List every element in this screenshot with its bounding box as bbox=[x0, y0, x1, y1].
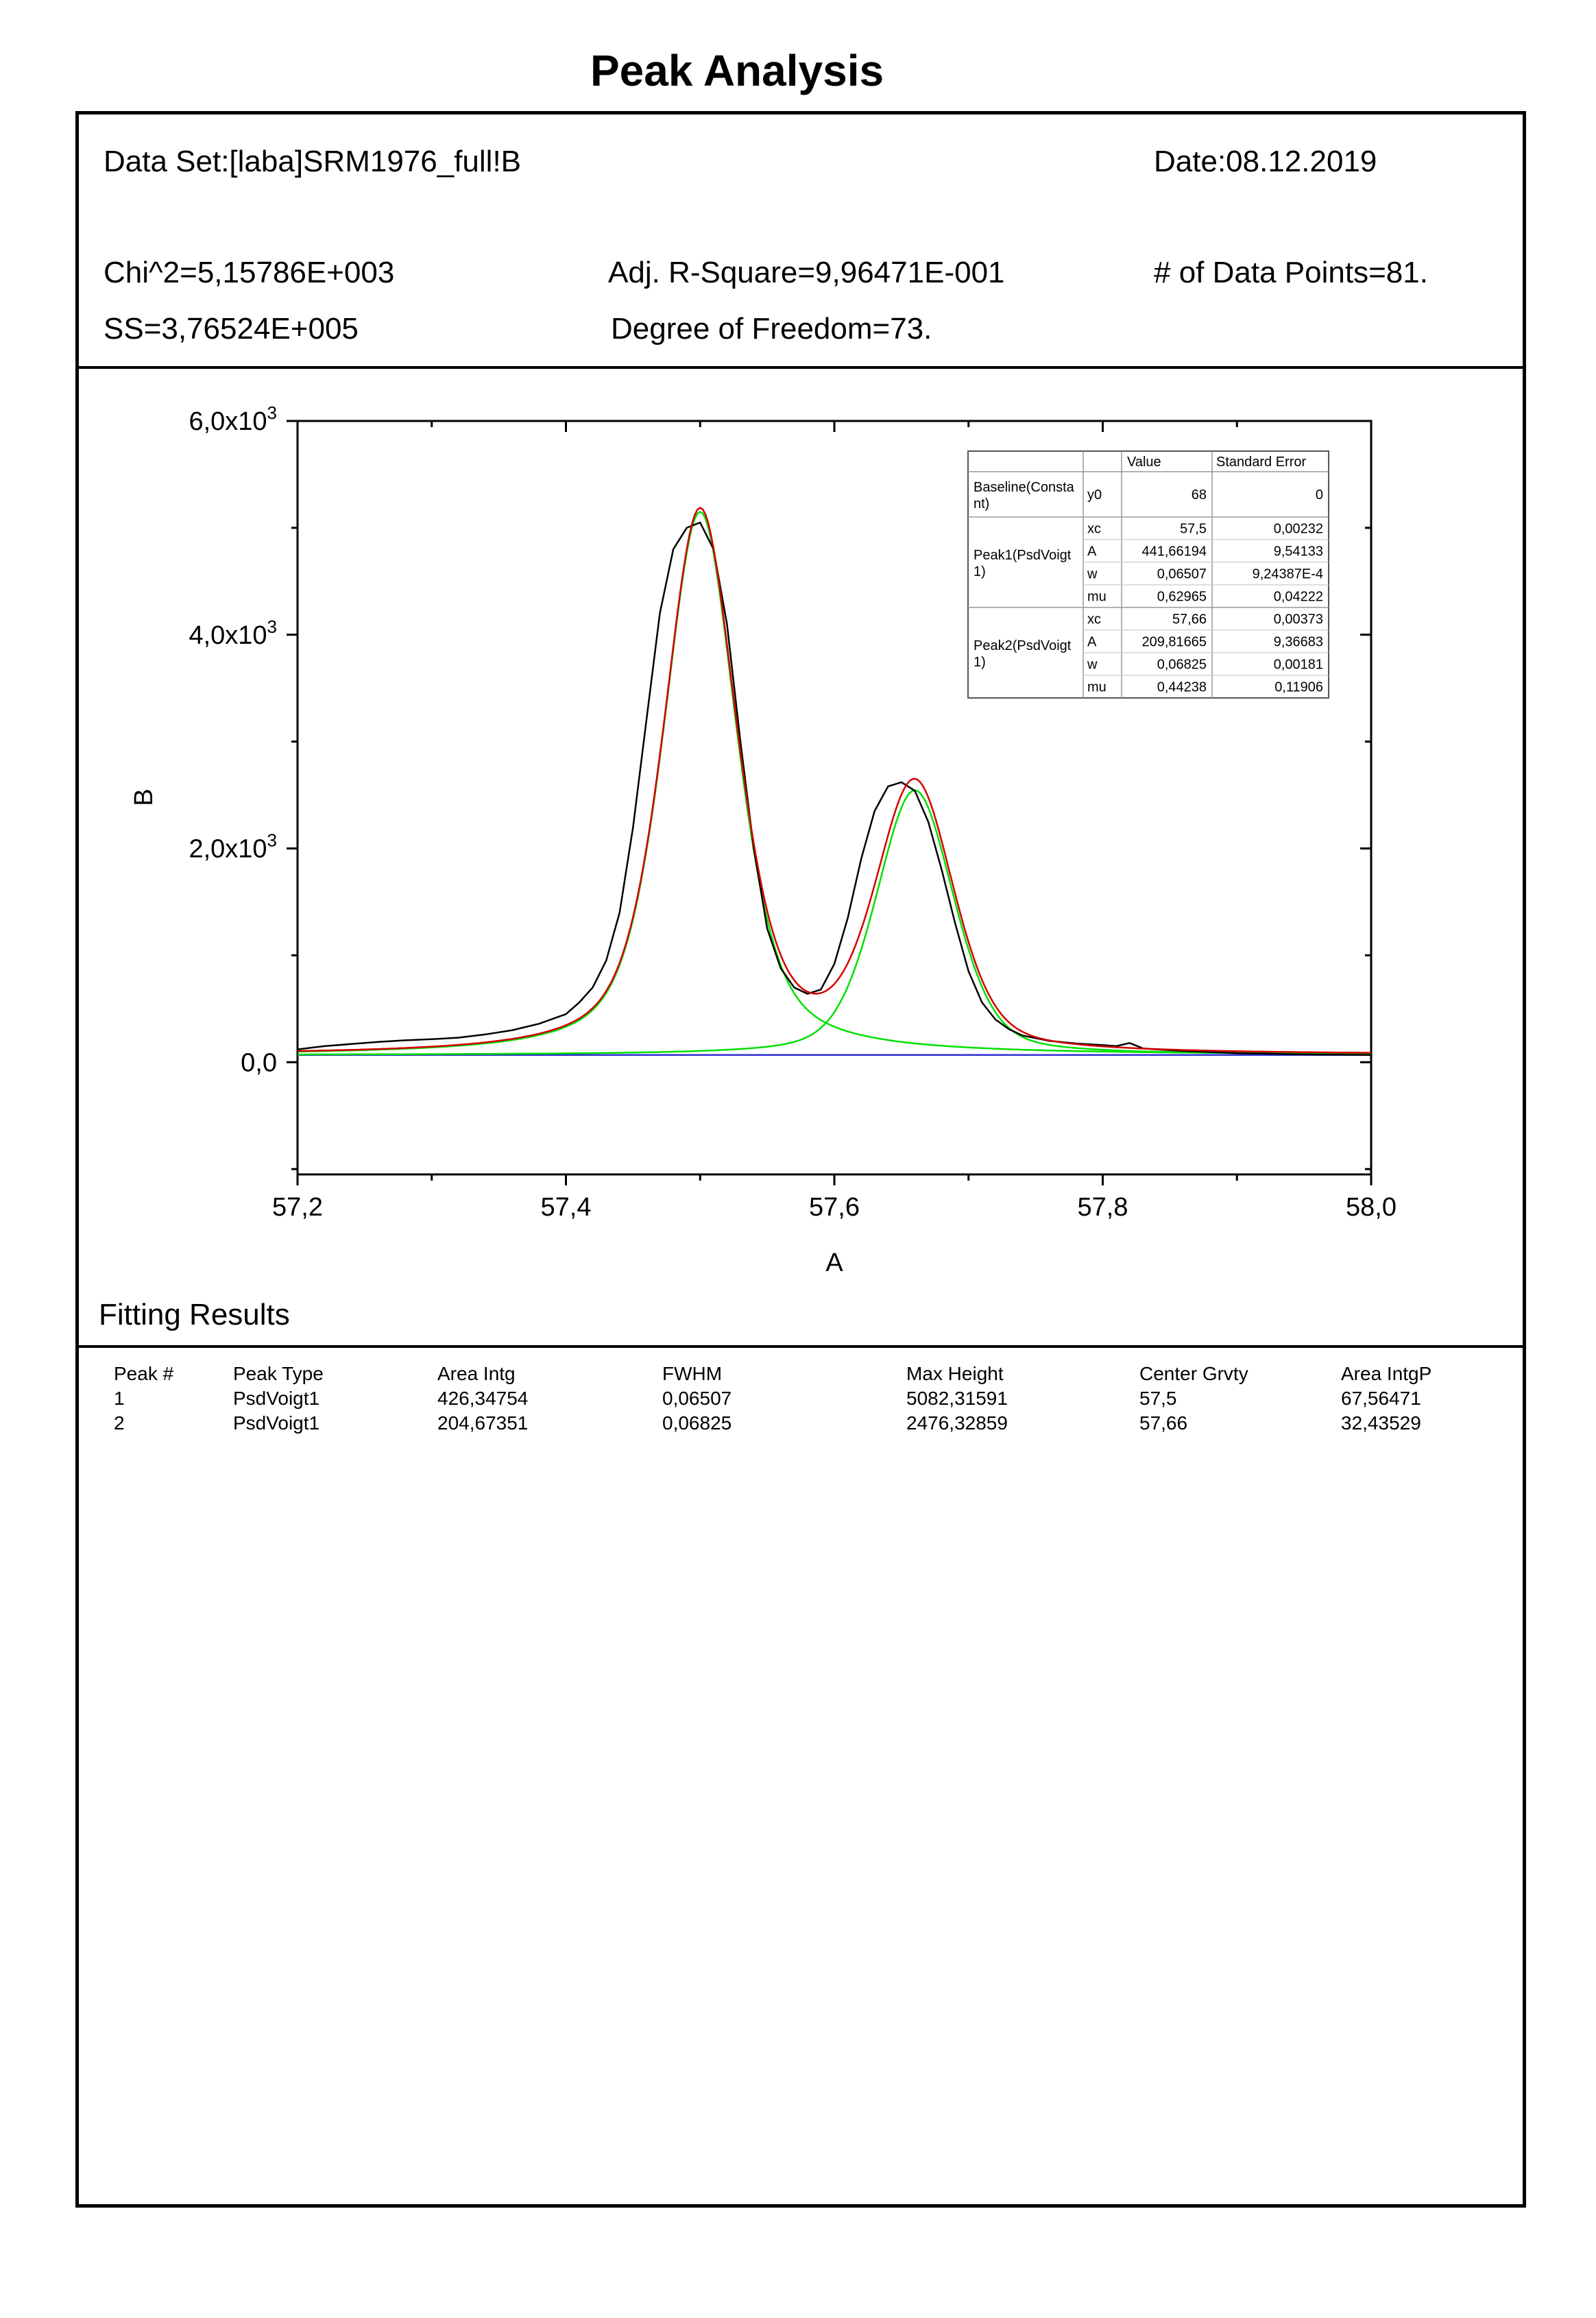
param-table-param-stderr: 0,04222 bbox=[1274, 590, 1323, 605]
param-table-group-name: Peak1(PsdVoigt bbox=[974, 548, 1072, 563]
param-table-border bbox=[967, 450, 1329, 699]
results-column-header: Area IntgP bbox=[1341, 1363, 1432, 1384]
param-table-group-name: 1) bbox=[974, 655, 986, 670]
param-table-group-name: Baseline(Consta bbox=[974, 480, 1075, 495]
param-table-param-name: A bbox=[1087, 635, 1097, 650]
report-frame: Data Set:[laba]SRM1976_full!B Date:08.12… bbox=[75, 111, 1526, 2208]
data-points-label: # of Data Points=81. bbox=[1154, 256, 1428, 289]
tick-labels: 57,2 57,4 57,6 57,8 58,0 0,0 2,0x103 4,0x103 6,0… bbox=[189, 402, 1396, 1222]
param-table-param-value: 0,44238 bbox=[1157, 680, 1207, 695]
results-column-header: FWHM bbox=[662, 1363, 723, 1384]
param-table-header-stderr: Standard Error bbox=[1216, 455, 1307, 470]
param-table-param-stderr: 0,00232 bbox=[1274, 522, 1323, 537]
page-title: Peak Analysis bbox=[590, 46, 884, 95]
param-table-group-name: 1) bbox=[974, 564, 986, 579]
fitting-results-heading: Fitting Results bbox=[99, 1298, 290, 1331]
param-table-header-value: Value bbox=[1127, 455, 1161, 470]
results-cell: 67,56471 bbox=[1341, 1388, 1421, 1409]
results-cell: 0,06825 bbox=[662, 1412, 732, 1434]
x-tick-label: 58,0 bbox=[1346, 1193, 1396, 1222]
cumulative-fit-line bbox=[298, 507, 1371, 1054]
results-cell: 1 bbox=[114, 1388, 125, 1409]
results-cell: 426,34754 bbox=[437, 1388, 529, 1409]
data-set-label: Data Set:[laba]SRM1976_full!B bbox=[104, 145, 522, 178]
date-label: Date:08.12.2019 bbox=[1154, 145, 1377, 178]
param-table-group-name: nt) bbox=[974, 496, 989, 511]
y-tick-label: 2,0x103 bbox=[189, 830, 277, 864]
param-table-group-name: Peak2(PsdVoigt bbox=[974, 638, 1072, 653]
param-table-param-value: 441,66194 bbox=[1141, 544, 1207, 559]
chi-square-label: Chi^2=5,15786E+003 bbox=[104, 256, 395, 289]
param-table-param-value: 0,06507 bbox=[1157, 567, 1207, 582]
results-column-header: Center Grvty bbox=[1139, 1363, 1248, 1384]
param-table-param-stderr: 0,00373 bbox=[1274, 612, 1323, 627]
param-table-param-value: 68 bbox=[1192, 487, 1207, 503]
param-table-param-stderr: 0,00181 bbox=[1274, 657, 1323, 673]
x-tick-label: 57,2 bbox=[272, 1193, 323, 1222]
x-axis-label: A bbox=[825, 1248, 843, 1277]
results-column-header: Max Height bbox=[906, 1363, 1004, 1384]
peak-fit-chart: 57,2 57,4 57,6 57,8 58,0 0,0 2,0x103 4,0x103 6,0… bbox=[130, 402, 1396, 1277]
param-table-param-name: mu bbox=[1087, 590, 1107, 605]
plot-lines bbox=[298, 507, 1371, 1056]
param-table-param-value: 209,81665 bbox=[1141, 635, 1207, 650]
param-table-param-name: y0 bbox=[1087, 487, 1102, 503]
param-table-param-name: w bbox=[1087, 567, 1098, 582]
param-table-param-stderr: 9,24387E-4 bbox=[1253, 567, 1323, 582]
results-cell: 2476,32859 bbox=[906, 1412, 1008, 1434]
param-table-param-name: w bbox=[1087, 657, 1098, 673]
y-axis-label: B bbox=[130, 788, 158, 806]
x-tick-label: 57,4 bbox=[541, 1193, 592, 1222]
results-cell: 57,5 bbox=[1139, 1388, 1177, 1409]
results-cell: 32,43529 bbox=[1341, 1412, 1421, 1434]
results-cell: PsdVoigt1 bbox=[233, 1412, 320, 1434]
results-cell: 5082,31591 bbox=[906, 1388, 1008, 1409]
results-divider bbox=[79, 1345, 1523, 1348]
param-table-param-stderr: 9,36683 bbox=[1274, 635, 1323, 650]
param-table-param-stderr: 0,11906 bbox=[1274, 680, 1323, 695]
param-table-param-value: 0,06825 bbox=[1157, 657, 1207, 673]
ss-label: SS=3,76524E+005 bbox=[104, 312, 359, 346]
results-cell: 2 bbox=[114, 1412, 125, 1434]
param-table-param-stderr: 0 bbox=[1316, 487, 1323, 503]
x-tick-label: 57,8 bbox=[1078, 1193, 1128, 1222]
results-cell: PsdVoigt1 bbox=[233, 1388, 320, 1409]
param-table-param-value: 57,66 bbox=[1172, 612, 1207, 627]
param-table-param-name: xc bbox=[1087, 612, 1101, 627]
adj-r-square-label: Adj. R-Square=9,96471E-001 bbox=[608, 256, 1005, 289]
results-column-header: Area Intg bbox=[437, 1363, 516, 1384]
results-cell: 204,67351 bbox=[437, 1412, 529, 1434]
param-table-param-name: mu bbox=[1087, 680, 1107, 695]
param-table-param-stderr: 9,54133 bbox=[1274, 544, 1323, 559]
results-cell: 57,66 bbox=[1139, 1412, 1188, 1434]
y-tick-label: 0,0 bbox=[241, 1048, 277, 1077]
peak2-fit-line bbox=[298, 789, 1371, 1056]
header-divider bbox=[79, 366, 1523, 369]
results-column-header: Peak # bbox=[114, 1363, 174, 1384]
param-table-param-value: 0,62965 bbox=[1157, 590, 1207, 605]
results-cell: 0,06507 bbox=[662, 1388, 732, 1409]
param-table-param-name: A bbox=[1087, 544, 1097, 559]
y-tick-label: 6,0x103 bbox=[189, 402, 277, 436]
data-line bbox=[298, 521, 1371, 1056]
y-tick-label: 4,0x103 bbox=[189, 616, 277, 650]
param-table-param-value: 57,5 bbox=[1180, 522, 1207, 537]
results-column-header: Peak Type bbox=[233, 1363, 324, 1384]
param-table-param-name: xc bbox=[1087, 522, 1101, 537]
dof-label: Degree of Freedom=73. bbox=[611, 312, 932, 346]
x-tick-label: 57,6 bbox=[809, 1193, 860, 1222]
axis-ticks bbox=[287, 420, 1373, 1185]
